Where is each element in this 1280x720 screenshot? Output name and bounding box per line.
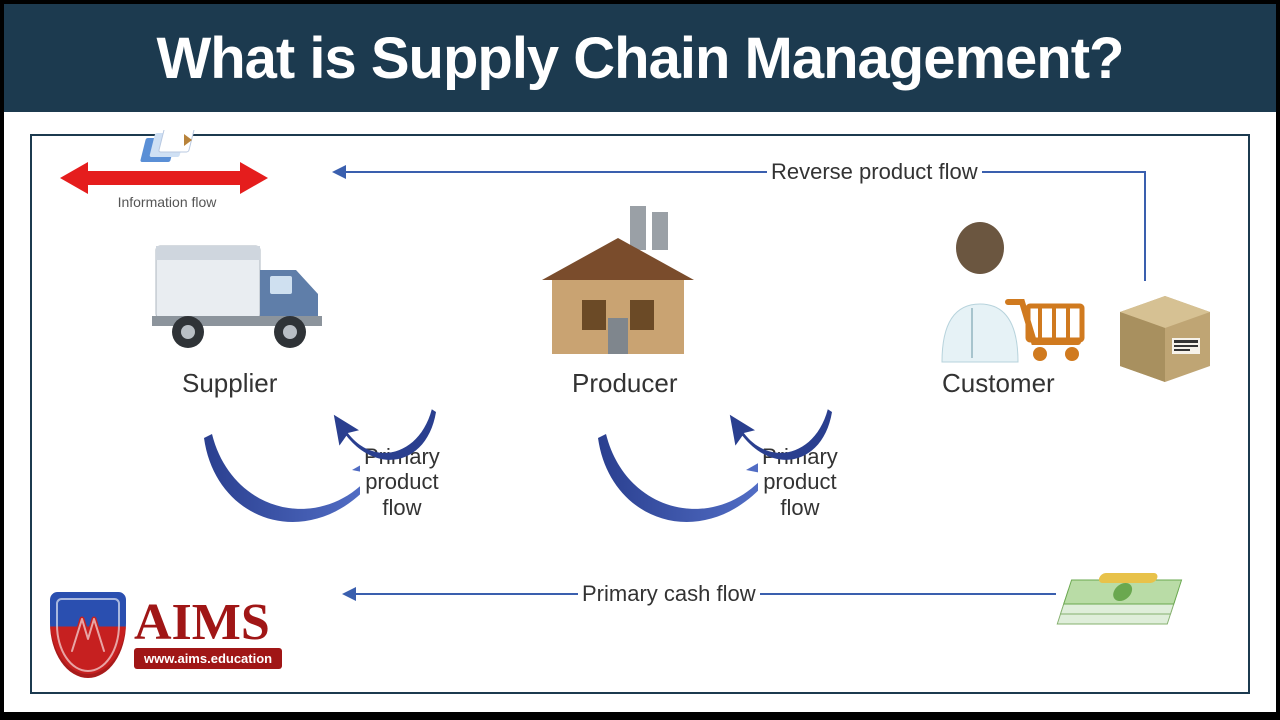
reverse-flow-drop	[1144, 171, 1146, 281]
aims-logo: AIMS www.aims.education	[50, 592, 282, 678]
product-flow-arrow-1b-icon	[310, 398, 436, 482]
package-box-icon	[1110, 282, 1220, 387]
producer-label: Producer	[572, 368, 678, 399]
page-title: What is Supply Chain Management?	[157, 25, 1124, 92]
reverse-flow-line	[346, 171, 1146, 173]
reverse-product-flow-label: Reverse product flow	[767, 159, 982, 184]
supplier-label: Supplier	[182, 368, 277, 399]
logo-name: AIMS	[134, 601, 270, 645]
cash-icon	[1052, 554, 1202, 649]
information-flow-label: Information flow	[102, 194, 232, 210]
logo-url: www.aims.education	[134, 648, 282, 669]
cash-flow-arrowhead-icon	[342, 587, 356, 601]
truck-icon	[142, 224, 332, 369]
reverse-flow-arrowhead-icon	[332, 165, 346, 179]
customer-label: Customer	[942, 368, 1055, 399]
product-flow-arrow-2b-icon	[706, 398, 832, 482]
primary-cash-flow-label: Primary cash flow	[578, 581, 760, 606]
supply-chain-diagram: Information flow Reverse product flow Su…	[30, 134, 1250, 694]
title-bar: What is Supply Chain Management?	[4, 4, 1276, 112]
shield-icon	[50, 592, 126, 678]
customer-icon	[920, 212, 1100, 377]
factory-icon	[522, 200, 712, 375]
documents-icon	[140, 130, 196, 175]
frame: What is Supply Chain Management? Informa…	[4, 4, 1276, 712]
